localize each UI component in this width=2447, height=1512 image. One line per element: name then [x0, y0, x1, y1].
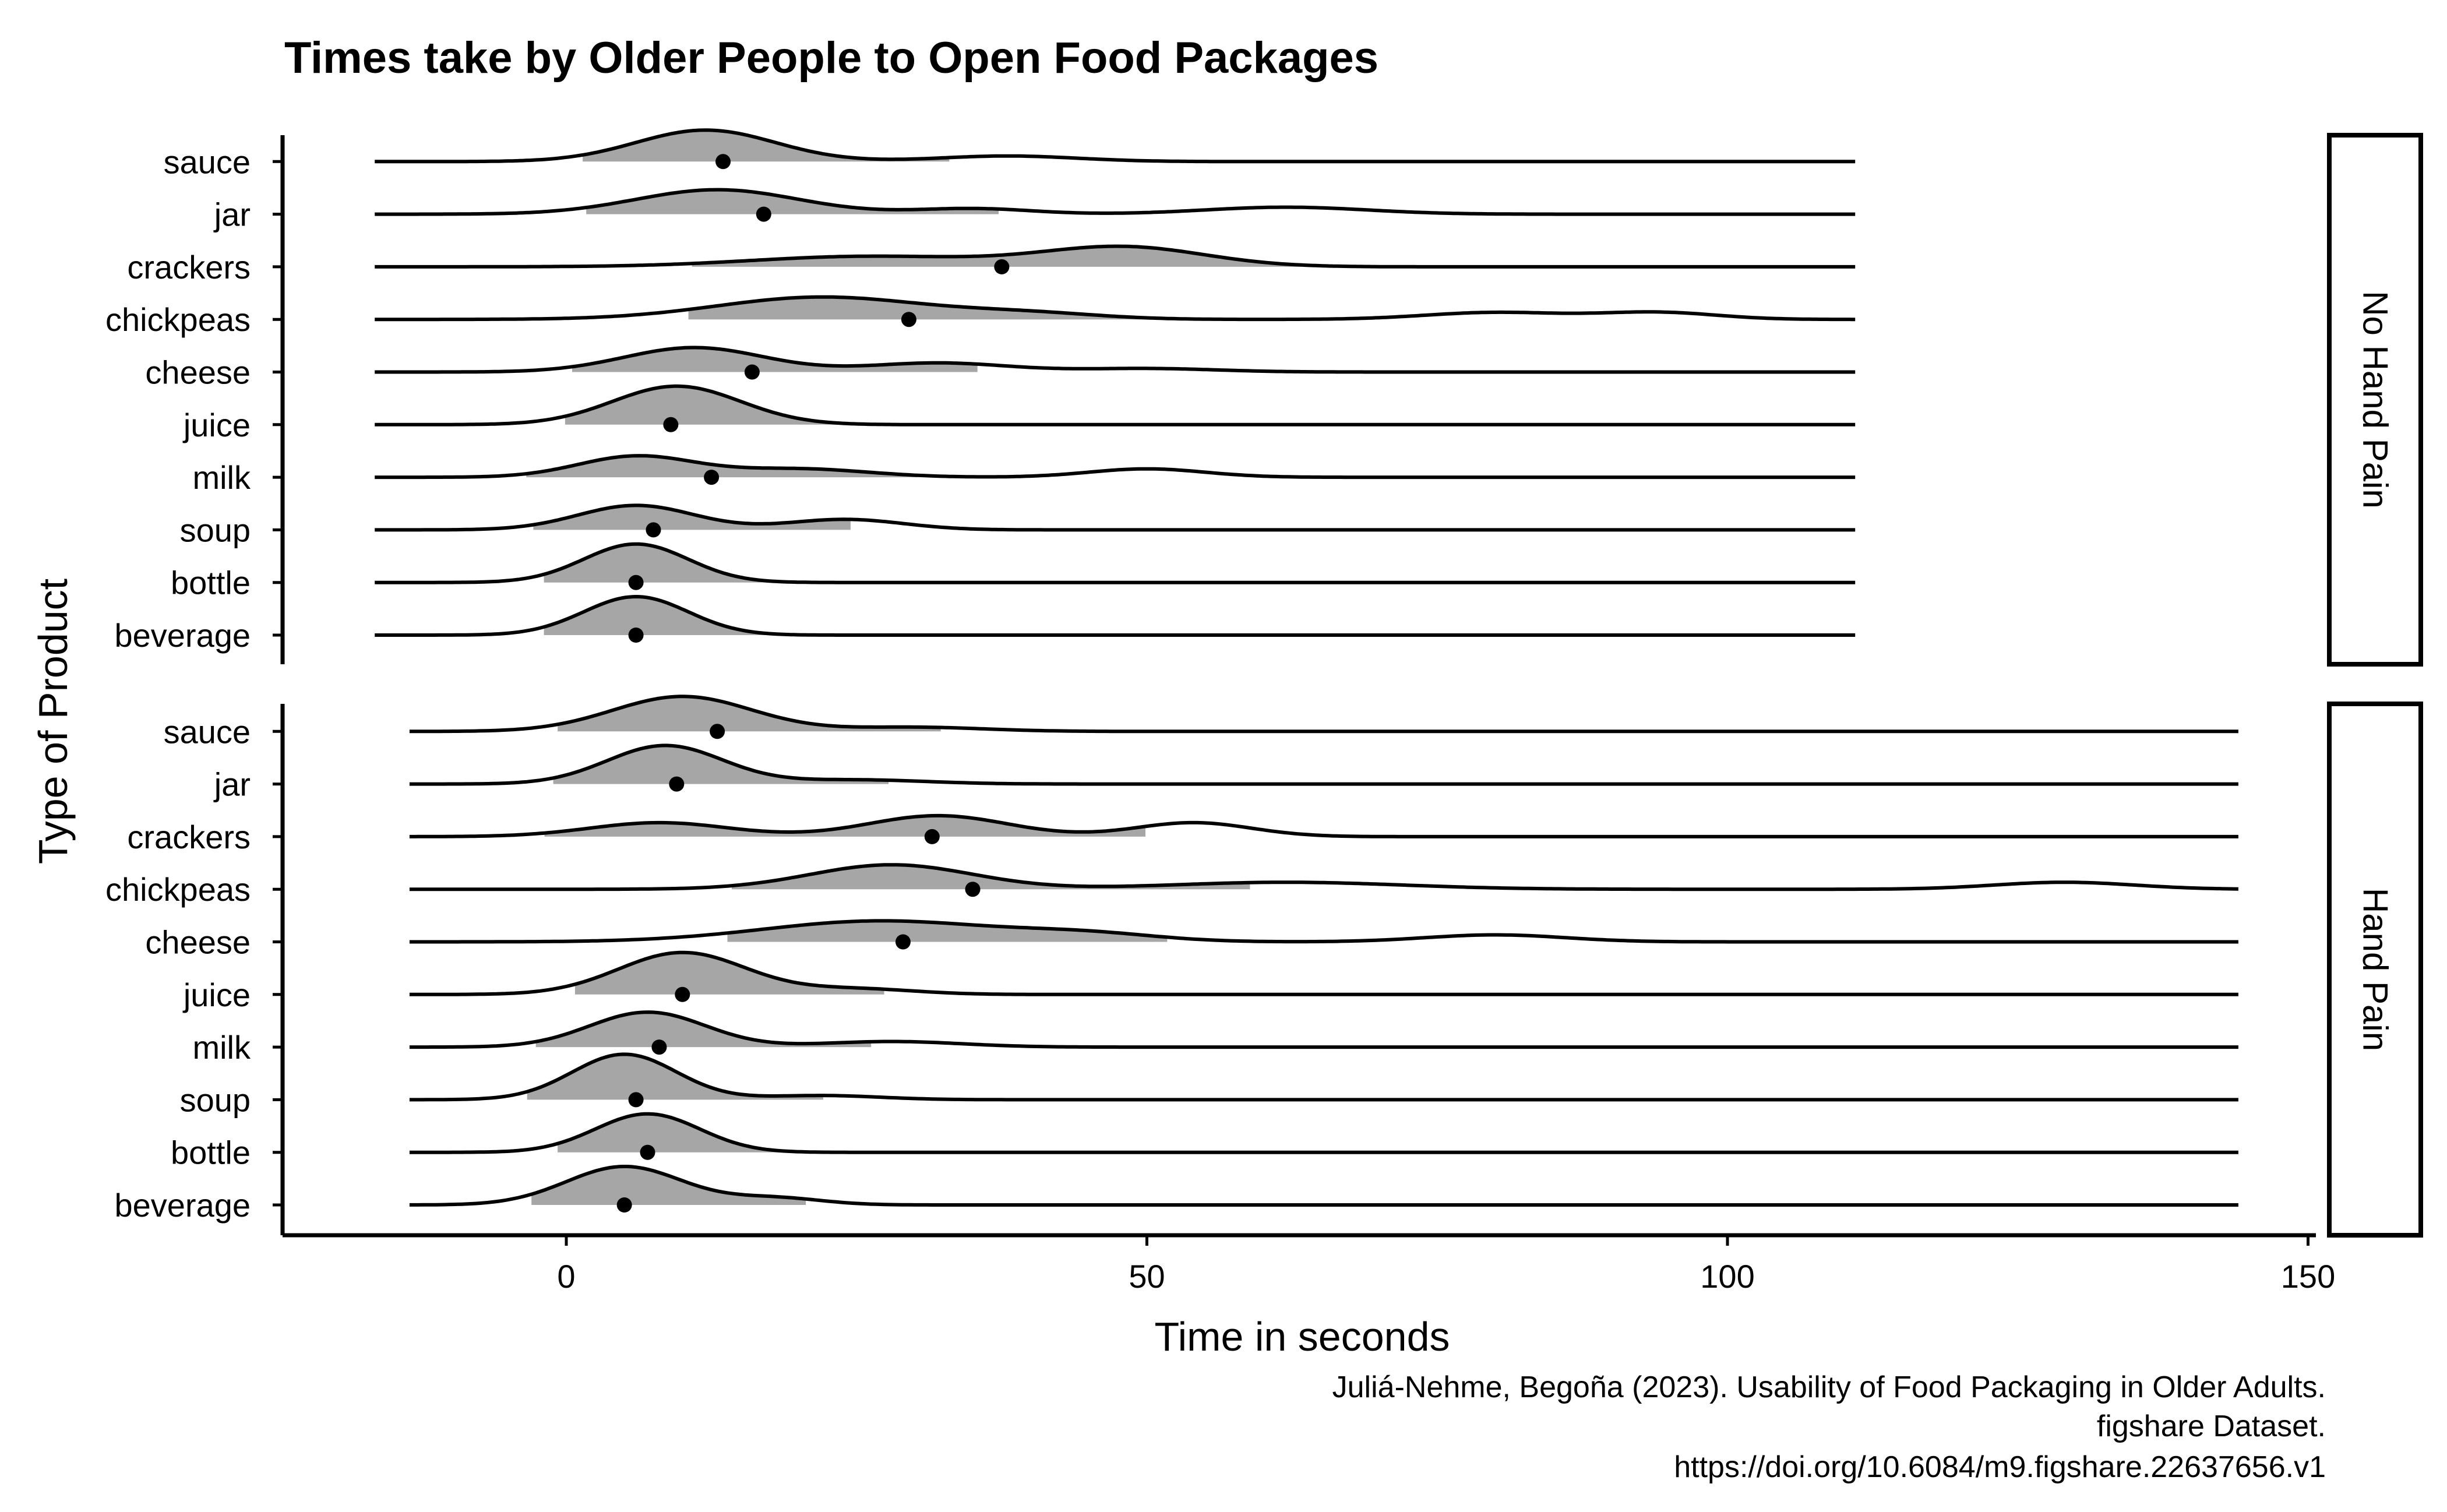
- ridge-fill-cheese: [727, 921, 1168, 942]
- median-point-soup: [646, 522, 661, 538]
- y-tick-label: milk: [192, 459, 251, 496]
- ridge-fill-chickpeas: [732, 865, 1250, 890]
- y-tick-label: juice: [182, 977, 251, 1013]
- ridge-fill-juice: [565, 386, 883, 425]
- median-point-milk: [704, 470, 720, 485]
- y-tick-label: beverage: [114, 617, 251, 654]
- x-tick-label: 50: [1129, 1258, 1165, 1295]
- y-tick-label: beverage: [114, 1187, 251, 1224]
- facet-strip-label: Hand Pain: [2356, 888, 2395, 1051]
- ridge-fill-jar: [586, 189, 999, 214]
- y-tick-label: chickpeas: [105, 871, 251, 908]
- x-tick-label: 100: [1700, 1258, 1754, 1295]
- ridge-line-cheese: [409, 919, 2238, 944]
- median-point-beverage: [616, 1197, 632, 1213]
- ridge-fill-crackers: [544, 815, 1145, 837]
- y-tick-label: jar: [213, 196, 251, 233]
- median-point-bottle: [628, 575, 644, 590]
- ridge-line-beverage: [409, 1165, 2238, 1207]
- facet-strip-label: No Hand Pain: [2356, 291, 2395, 509]
- ridge-line-jar: [409, 743, 2238, 786]
- ridge-fill-beverage: [544, 597, 816, 635]
- median-point-crackers: [924, 829, 940, 844]
- median-point-juice: [675, 986, 690, 1002]
- ridge-line-bottle: [409, 1112, 2238, 1154]
- ridge-line-sauce: [375, 128, 1856, 164]
- ridge-line-juice: [375, 384, 1856, 427]
- ridge-fill-juice: [574, 952, 884, 995]
- ridge-line-cheese: [375, 346, 1856, 374]
- ridge-line-milk: [409, 1010, 2238, 1049]
- y-tick-label: sauce: [164, 713, 251, 750]
- ridge-line-soup: [375, 503, 1856, 532]
- ridge-line-sauce: [409, 695, 2238, 734]
- y-tick-label: chickpeas: [105, 301, 251, 338]
- y-tick-label: crackers: [127, 819, 251, 855]
- facet-strip: [2327, 133, 2423, 667]
- ridge-fill-bottle: [544, 544, 816, 583]
- y-tick-label: sauce: [164, 143, 251, 180]
- panels: sauce jar crackers chickpeas cheese juice milk…: [105, 128, 2423, 1238]
- y-tick-label: bottle: [171, 1134, 251, 1171]
- y-tick-label: juice: [182, 407, 251, 443]
- y-tick-label: soup: [180, 512, 251, 548]
- caption-line: figshare Dataset.: [2097, 1409, 2326, 1443]
- ridge-line-juice: [409, 950, 2238, 996]
- chart-title: Times take by Older People to Open Food …: [284, 33, 1378, 83]
- median-point-bottle: [640, 1144, 655, 1160]
- ridge-fill-sauce: [558, 696, 941, 732]
- x-axis: 0 50 100 150: [283, 1233, 2335, 1295]
- ridge-fill-chickpeas: [688, 297, 1151, 320]
- ridge-fill-jar: [553, 745, 889, 784]
- facet-strip: [2327, 702, 2423, 1238]
- ridge-fill-milk: [535, 1012, 872, 1048]
- panel: sauce jar crackers chickpeas cheese juice milk…: [105, 128, 2423, 667]
- ridge-line-beverage: [375, 595, 1856, 637]
- ridge-line-milk: [375, 454, 1856, 480]
- ridge-fill-soup: [533, 505, 851, 530]
- median-point-cheese: [895, 934, 911, 950]
- median-point-cheese: [744, 364, 760, 380]
- ridge-line-chickpeas: [375, 295, 1856, 322]
- median-point-jar: [756, 206, 771, 222]
- ridge-line-jar: [375, 188, 1856, 216]
- caption-line: https://doi.org/10.6084/m9.figshare.2263…: [1674, 1450, 2326, 1484]
- ridge-fill-bottle: [558, 1113, 828, 1152]
- y-tick-label: milk: [192, 1029, 251, 1066]
- ridge-line-crackers: [409, 813, 2238, 838]
- ridge-fill-soup: [527, 1054, 823, 1100]
- y-tick-label: bottle: [171, 565, 251, 601]
- ridge-fill-sauce: [583, 130, 950, 162]
- y-tick-label: crackers: [127, 249, 251, 286]
- ridge-fill-beverage: [531, 1166, 806, 1205]
- median-point-juice: [663, 417, 679, 432]
- ridge-line-chickpeas: [409, 863, 2238, 891]
- panel: sauce jar crackers chickpeas cheese juice milk…: [105, 695, 2423, 1238]
- median-point-jar: [669, 776, 685, 792]
- ridge-line-crackers: [375, 244, 1856, 269]
- ridge-line-bottle: [375, 542, 1856, 584]
- caption: Juliá-Nehme, Begoña (2023). Usability of…: [1332, 1370, 2326, 1484]
- median-point-chickpeas: [965, 882, 981, 897]
- x-tick-label: 150: [2281, 1258, 2335, 1295]
- median-point-crackers: [994, 259, 1010, 274]
- y-tick-label: cheese: [145, 354, 251, 391]
- median-point-beverage: [628, 628, 644, 643]
- x-tick-label: 0: [557, 1258, 575, 1295]
- median-point-soup: [628, 1092, 644, 1108]
- median-point-chickpeas: [901, 312, 916, 327]
- ridge-line-soup: [409, 1052, 2238, 1102]
- median-point-milk: [651, 1039, 667, 1055]
- x-axis-title: Time in seconds: [1154, 1314, 1450, 1359]
- caption-line: Juliá-Nehme, Begoña (2023). Usability of…: [1332, 1370, 2326, 1404]
- y-tick-label: soup: [180, 1081, 251, 1118]
- y-axis-title: Type of Product: [30, 579, 76, 864]
- median-point-sauce: [715, 154, 731, 170]
- y-tick-label: jar: [213, 766, 251, 803]
- y-tick-label: cheese: [145, 924, 251, 961]
- median-point-sauce: [710, 724, 725, 739]
